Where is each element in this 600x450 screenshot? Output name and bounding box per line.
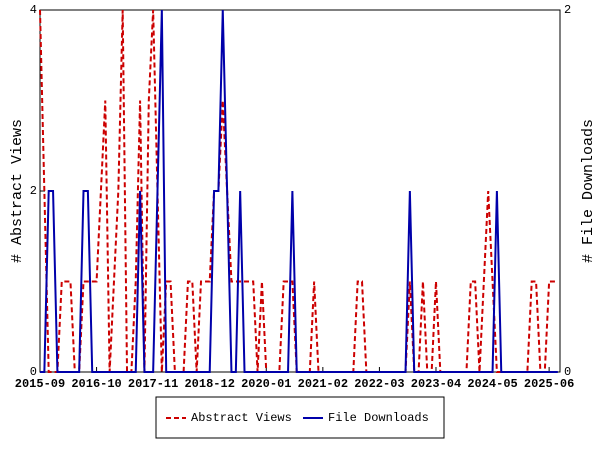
x-tick-label: 2017-11 (128, 377, 178, 391)
y2-axis-label: # File Downloads (580, 119, 597, 263)
y-tick-label: 0 (30, 365, 37, 379)
series-line (40, 9, 558, 373)
x-tick-label: 2015-09 (15, 377, 65, 391)
legend-label: Abstract Views (191, 411, 292, 425)
legend (155, 396, 445, 439)
y-tick-label: 2 (30, 184, 37, 198)
series-line (39, 9, 558, 373)
x-tick-label: 2025-06 (524, 377, 574, 391)
y-axis-label: # Abstract Views (9, 119, 26, 263)
x-tick-label: 2022-03 (354, 377, 404, 391)
y-tick-label: 4 (30, 3, 37, 17)
x-tick-label: 2024-05 (467, 377, 517, 391)
x-tick-label: 2021-02 (298, 377, 348, 391)
y2-tick-label: 0 (564, 365, 571, 379)
legend-label: File Downloads (328, 411, 429, 425)
y2-tick-label: 2 (564, 3, 571, 17)
x-tick-label: 2016-10 (71, 377, 121, 391)
x-tick-label: 2018-12 (184, 377, 234, 391)
x-tick-label: 2023-04 (411, 377, 461, 391)
x-tick-label: 2020-01 (241, 377, 291, 391)
